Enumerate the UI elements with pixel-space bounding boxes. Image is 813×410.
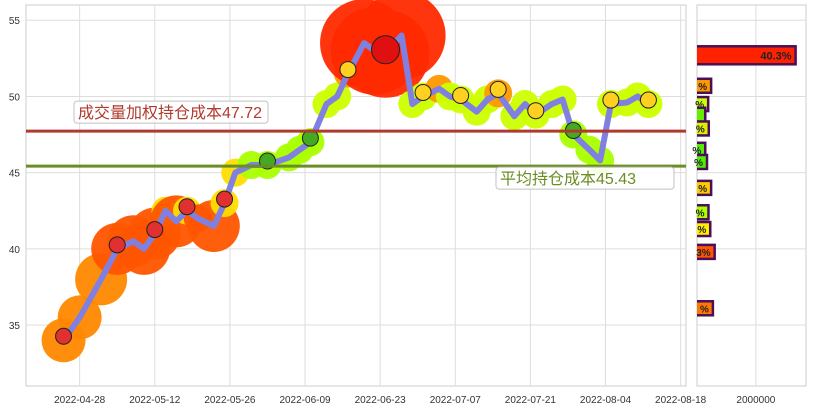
volume-bar	[697, 179, 713, 197]
x-tick-label: 2022-04-28	[54, 395, 106, 406]
volume-bar-label: 3%	[696, 248, 711, 259]
y-tick-label: 35	[9, 321, 21, 332]
fruit-icon	[339, 61, 357, 79]
volume-bar	[697, 220, 712, 238]
y-tick-label: 55	[9, 16, 21, 27]
x-tick-label: 2022-08-04	[580, 395, 632, 406]
fruit-icon	[489, 80, 507, 98]
x-tick-label: 2022-08-18	[655, 395, 707, 406]
fruit-icon	[639, 91, 657, 109]
cost-label-box	[73, 100, 269, 124]
x-tick-label: 2000000	[736, 395, 775, 406]
fruit-icon	[55, 327, 73, 345]
cost-label: 成交量加权持仓成本47.72	[78, 104, 262, 122]
x-tick-label: 2022-06-09	[279, 395, 331, 406]
volume-bar-label: %	[692, 146, 701, 157]
y-tick-label: 50	[9, 92, 21, 103]
volume-bar-label: %	[700, 304, 709, 315]
volume-bar	[697, 120, 711, 137]
volume-bar	[697, 77, 713, 95]
x-tick-label: 2022-06-23	[355, 395, 407, 406]
cost-label: 平均持仓成本45.43	[500, 170, 636, 188]
volume-bar-label: %	[695, 100, 704, 111]
volume-bar	[697, 106, 707, 123]
fruit-icon	[414, 83, 432, 101]
volume-bar-label: %	[696, 208, 705, 219]
volume-bar	[697, 45, 797, 66]
x-tick-label: 2022-07-21	[505, 395, 557, 406]
volume-bar-label: %	[698, 82, 707, 93]
volume-bar-label: 40.3%	[760, 50, 791, 62]
volume-bar	[697, 204, 710, 221]
volume-bar-label: %	[698, 184, 707, 195]
fruit-icon	[602, 91, 620, 109]
fruit-icon	[146, 221, 164, 239]
volume-bar	[697, 243, 716, 261]
x-tick-label: 2022-05-26	[204, 395, 256, 406]
x-tick-label: 2022-07-07	[430, 395, 482, 406]
volume-bar	[697, 153, 709, 171]
volume-bar-label: %	[697, 225, 706, 236]
x-tick-label: 2022-05-12	[129, 395, 181, 406]
cost-label-box	[495, 166, 675, 190]
volume-bar-label: %	[694, 158, 703, 169]
fruit-icon	[216, 190, 234, 208]
fruit-icon	[371, 35, 401, 65]
fruit-icon	[108, 236, 126, 254]
y-tick-label: 45	[9, 169, 21, 180]
y-tick-label: 40	[9, 245, 21, 256]
fruit-icon	[527, 102, 545, 120]
volume-bar	[697, 141, 707, 159]
volume-bar	[697, 300, 715, 317]
volume-profile-area	[696, 4, 807, 387]
price-line	[61, 32, 651, 343]
volume-bar-label: %	[696, 124, 705, 135]
fruit-icon	[452, 86, 470, 104]
fruit-icon	[178, 198, 196, 216]
